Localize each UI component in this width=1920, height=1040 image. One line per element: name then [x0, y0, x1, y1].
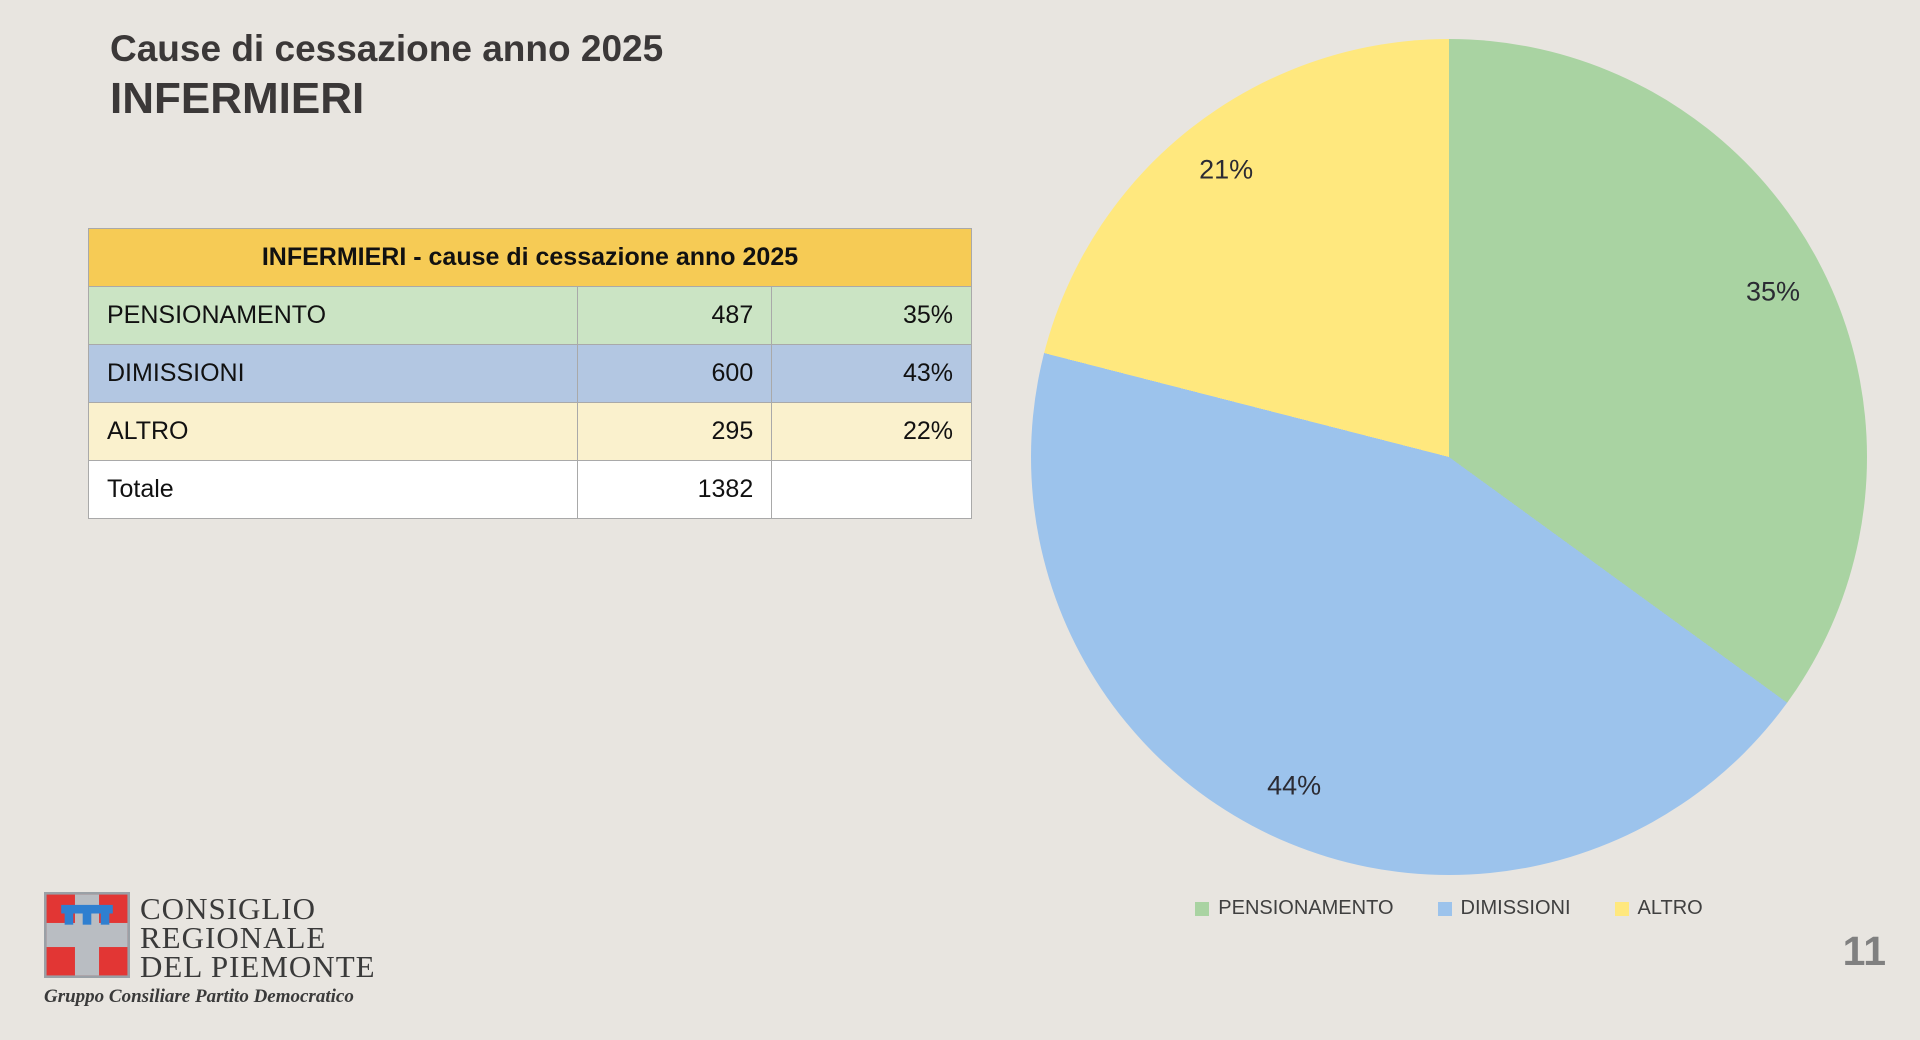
table-total-row: Totale 1382: [87, 460, 972, 519]
table-title: INFERMIERI - cause di cessazione anno 20…: [88, 228, 972, 287]
pie-slice-label-pensionamento: 35%: [1745, 276, 1801, 307]
legend-swatch-blue: [1437, 901, 1452, 916]
legend-item-pensionamento: PENSIONAMENTO: [1195, 897, 1394, 920]
logo-line-3: DEL PIEMONTE: [140, 949, 376, 984]
table-row: ALTRO 295 22%: [87, 402, 972, 461]
row-label: DIMISSIONI: [87, 344, 579, 403]
pie-slice-label-dimissioni: 44%: [1267, 770, 1322, 801]
pie-slice-label-altro: 21%: [1199, 154, 1254, 185]
page-number: 11: [1842, 928, 1886, 974]
row-value: 1382: [577, 460, 773, 519]
table-header-row: INFERMIERI - cause di cessazione anno 20…: [88, 228, 972, 287]
row-percent: 22%: [771, 402, 972, 461]
legend-swatch-yellow: [1614, 901, 1629, 916]
row-label: ALTRO: [87, 402, 579, 461]
title-line-1: Cause di cessazione anno 2025: [110, 28, 664, 69]
consiglio-regionale-logo: CONSIGLIO REGIONALE DEL PIEMONTE Gruppo …: [44, 892, 376, 1008]
row-percent: [771, 460, 972, 519]
title-line-2: INFERMIERI: [110, 73, 365, 123]
table-row: DIMISSIONI 600 43%: [87, 344, 972, 403]
row-value: 600: [577, 344, 773, 403]
pie-graphic: [1031, 39, 1867, 875]
legend-swatch-green: [1195, 901, 1210, 916]
cessation-table: INFERMIERI - cause di cessazione anno 20…: [87, 228, 972, 519]
pie-chart: 35% 44% 21%: [1031, 39, 1867, 875]
chart-legend: PENSIONAMENTO DIMISSIONI ALTRO: [1031, 897, 1867, 920]
legend-item-altro: ALTRO: [1614, 897, 1703, 920]
legend-label: ALTRO: [1637, 897, 1703, 919]
logo-line-1: CONSIGLIO: [140, 891, 317, 926]
row-label: Totale: [87, 460, 579, 519]
legend-label: DIMISSIONI: [1460, 897, 1571, 919]
piemonte-coat-of-arms-icon: [44, 892, 130, 978]
row-value: 295: [577, 402, 773, 461]
logo-line-2: REGIONALE: [140, 920, 327, 955]
row-percent: 35%: [771, 286, 972, 345]
row-percent: 43%: [771, 344, 972, 403]
legend-label: PENSIONAMENTO: [1218, 897, 1394, 919]
row-value: 487: [577, 286, 773, 345]
slide-title: Cause di cessazione anno 2025 INFERMIERI: [110, 24, 663, 125]
table-row: PENSIONAMENTO 487 35%: [87, 286, 972, 345]
logo-tagline: Gruppo Consiliare Partito Democratico: [44, 986, 354, 1007]
legend-item-dimissioni: DIMISSIONI: [1437, 897, 1571, 920]
row-label: PENSIONAMENTO: [87, 286, 579, 345]
logo-text: CONSIGLIO REGIONALE DEL PIEMONTE: [140, 891, 376, 984]
